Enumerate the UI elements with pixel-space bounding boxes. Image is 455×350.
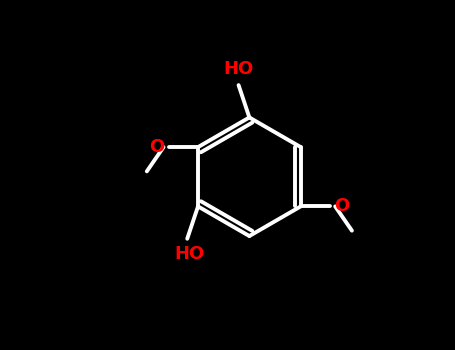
Text: O: O xyxy=(334,197,349,215)
Text: O: O xyxy=(149,138,164,156)
Text: HO: HO xyxy=(223,61,254,78)
Text: HO: HO xyxy=(175,245,205,264)
